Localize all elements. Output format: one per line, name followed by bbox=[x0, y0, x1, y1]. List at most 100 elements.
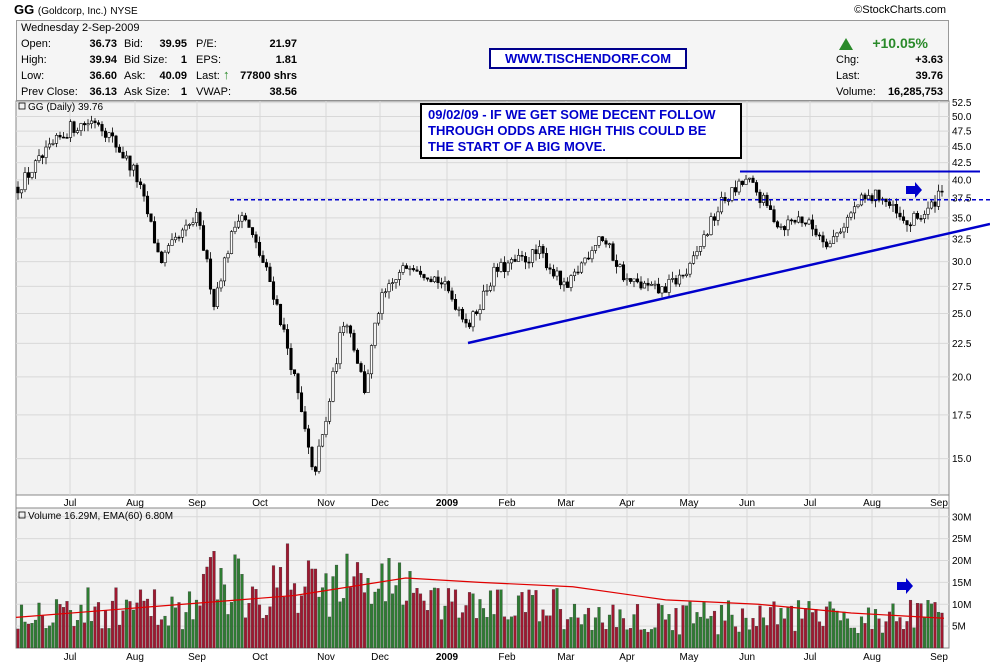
price-y-tick-label: 50.0 bbox=[952, 112, 972, 123]
price-y-tick-label: 15.0 bbox=[952, 454, 972, 465]
candle-body bbox=[908, 224, 913, 227]
volume-bar bbox=[163, 615, 167, 649]
volume-bar bbox=[849, 627, 853, 649]
candle-body bbox=[499, 262, 503, 272]
volume-bar bbox=[201, 573, 206, 649]
candle-body bbox=[345, 325, 349, 328]
volume-bar bbox=[835, 610, 839, 649]
volume-bar bbox=[821, 625, 825, 649]
candle-body bbox=[922, 214, 927, 220]
volume-bar bbox=[579, 624, 584, 649]
volume-bar bbox=[254, 589, 258, 649]
candle-body bbox=[915, 213, 920, 219]
candle-body bbox=[614, 260, 619, 267]
candle-body bbox=[702, 234, 706, 247]
volume-bar bbox=[432, 587, 437, 649]
price-y-tick-label: 22.5 bbox=[952, 339, 972, 350]
up-triangle-icon bbox=[839, 38, 853, 50]
volume-bar bbox=[233, 554, 237, 649]
candle-body bbox=[516, 255, 521, 262]
volume-y-tick-label: 15M bbox=[952, 578, 971, 589]
volume-bar bbox=[103, 610, 108, 649]
candle-body bbox=[429, 278, 433, 283]
volume-bar bbox=[37, 602, 41, 649]
volume-bar bbox=[383, 601, 388, 649]
candle-body bbox=[236, 220, 241, 228]
volume-bar bbox=[117, 624, 122, 649]
candle-body bbox=[30, 171, 34, 178]
url-banner[interactable]: WWW.TISCHENDORF.COM bbox=[489, 48, 687, 69]
volume-legend: Volume 16.29M, EMA(60) 6.80M bbox=[28, 511, 173, 522]
candle-body bbox=[562, 281, 566, 286]
candle-body bbox=[233, 226, 237, 232]
volume-bar bbox=[919, 603, 923, 649]
volume-bar bbox=[142, 600, 146, 649]
volume-bar bbox=[663, 619, 668, 649]
volume-bar bbox=[618, 609, 622, 649]
price-y-tick-label: 40.0 bbox=[952, 175, 972, 186]
candle-body bbox=[187, 224, 192, 226]
volume-bar bbox=[814, 609, 818, 649]
volume-bar bbox=[425, 610, 430, 649]
volume-bar bbox=[79, 604, 83, 649]
candle-body bbox=[670, 278, 675, 280]
candle-body bbox=[453, 298, 458, 310]
volume-bar bbox=[387, 558, 391, 649]
volume-bar bbox=[562, 629, 566, 649]
volume-bar bbox=[411, 592, 416, 649]
candle-body bbox=[828, 243, 832, 248]
candle-body bbox=[747, 177, 752, 180]
candle-body bbox=[128, 155, 132, 171]
volume-bar bbox=[124, 599, 129, 649]
volume-bar bbox=[691, 623, 696, 649]
candle-body bbox=[173, 236, 178, 241]
candle-body bbox=[408, 268, 412, 270]
asksize-label: Ask Size: bbox=[124, 86, 170, 98]
candle-body bbox=[565, 281, 570, 288]
volume-bar bbox=[348, 587, 353, 649]
volume-bar bbox=[698, 616, 703, 649]
volume-y-tick-label: 10M bbox=[952, 600, 971, 611]
volume-bar bbox=[460, 612, 465, 649]
candle-body bbox=[912, 213, 916, 226]
candle-body bbox=[817, 234, 822, 237]
volume-bar bbox=[495, 589, 500, 649]
candle-body bbox=[250, 227, 255, 236]
candle-body bbox=[226, 253, 230, 259]
candle-body bbox=[443, 281, 447, 285]
volume-bar bbox=[782, 618, 787, 649]
candle-body bbox=[898, 212, 902, 218]
volume-bar bbox=[229, 602, 234, 649]
volume-bar bbox=[488, 590, 493, 649]
candle-body bbox=[208, 258, 213, 290]
candle-body bbox=[82, 123, 87, 126]
vwap-value: 38.56 bbox=[269, 86, 297, 98]
candle-body bbox=[576, 271, 580, 274]
candle-body bbox=[40, 155, 45, 158]
copyright[interactable]: ©StockCharts.com bbox=[854, 4, 946, 16]
volume-bar bbox=[33, 619, 38, 649]
candle-body bbox=[397, 272, 402, 280]
price-x-tick-label: Sep bbox=[930, 498, 948, 509]
eps-value: 1.81 bbox=[275, 54, 297, 66]
candle-body bbox=[863, 194, 867, 200]
candle-body bbox=[268, 266, 272, 283]
volume-bar bbox=[807, 601, 811, 649]
volume-bar bbox=[712, 610, 717, 649]
volume-bar bbox=[72, 626, 76, 649]
volume-bar bbox=[404, 600, 409, 649]
candle-body bbox=[772, 209, 776, 223]
candle-body bbox=[180, 229, 185, 238]
candle-body bbox=[261, 255, 265, 263]
volume-bar bbox=[75, 620, 80, 649]
candle-body bbox=[674, 278, 678, 285]
candle-body bbox=[509, 259, 514, 264]
candle-body bbox=[107, 132, 111, 138]
volume-bar bbox=[334, 564, 339, 649]
volume-bar bbox=[355, 562, 360, 649]
candle-body bbox=[681, 274, 685, 277]
volume-bar bbox=[929, 603, 934, 649]
candle-body bbox=[894, 203, 899, 214]
legend-icon bbox=[18, 511, 26, 519]
candle-body bbox=[292, 369, 297, 375]
